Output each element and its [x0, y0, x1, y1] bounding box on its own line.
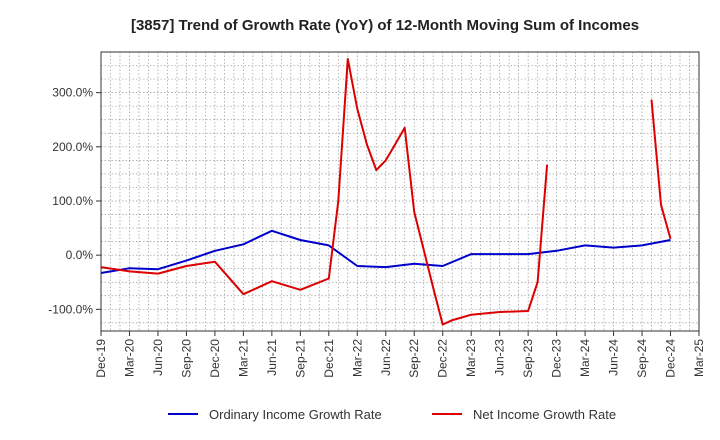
chart-title: [3857] Trend of Growth Rate (YoY) of 12-…: [131, 17, 639, 34]
plot-frame: [100, 51, 700, 332]
x-tick-label: Dec-22: [436, 339, 450, 378]
x-tick-label: Jun-20: [151, 339, 165, 376]
axes: 300.0% 200.0% 100.0% 0.0% -100.0% Dec-19 Mar-2…: [48, 51, 706, 378]
x-tick-label: Mar-25: [692, 339, 706, 377]
legend-label-net: Net Income Growth Rate: [473, 407, 616, 422]
legend-label-ordinary: Ordinary Income Growth Rate: [209, 407, 382, 422]
x-tick-label: Dec-19: [94, 339, 108, 378]
x-tick-label: Mar-20: [122, 339, 136, 377]
x-tick-label: Mar-24: [578, 339, 592, 377]
series-layer: [100, 58, 672, 326]
x-tick-label: Mar-21: [236, 339, 250, 377]
x-tick-label: Dec-23: [550, 339, 564, 378]
plot-background: [101, 52, 699, 331]
x-tick-label: Mar-22: [350, 339, 364, 377]
y-tick-label: 200.0%: [52, 140, 93, 154]
x-tick-label: Dec-21: [322, 339, 336, 378]
x-tick-label: Jun-21: [265, 339, 279, 376]
x-tick-label: Mar-23: [464, 339, 478, 377]
series-line-0: [100, 229, 671, 274]
series-line-2: [650, 99, 672, 240]
x-tick-label: Dec-20: [208, 339, 222, 378]
x-tick-label: Sep-22: [407, 339, 421, 378]
x-tick-label: Jun-24: [607, 339, 621, 376]
plot-area: [101, 52, 699, 331]
series-line-1: [100, 58, 549, 326]
x-tick-label: Sep-23: [521, 339, 535, 378]
x-tick-label: Jun-22: [379, 339, 393, 376]
x-tick-label: Jun-23: [493, 339, 507, 376]
x-tick-label: Sep-21: [293, 339, 307, 378]
legend: Ordinary Income Growth Rate Net Income G…: [168, 407, 616, 422]
x-tick-label: Dec-24: [664, 339, 678, 378]
y-tick-label: -100.0%: [48, 302, 93, 316]
y-tick-label: 0.0%: [66, 248, 94, 262]
x-tick-label: Sep-24: [635, 339, 649, 378]
y-tick-label: 100.0%: [52, 194, 93, 208]
y-tick-label: 300.0%: [52, 86, 93, 100]
x-tick-label: Sep-20: [179, 339, 193, 378]
